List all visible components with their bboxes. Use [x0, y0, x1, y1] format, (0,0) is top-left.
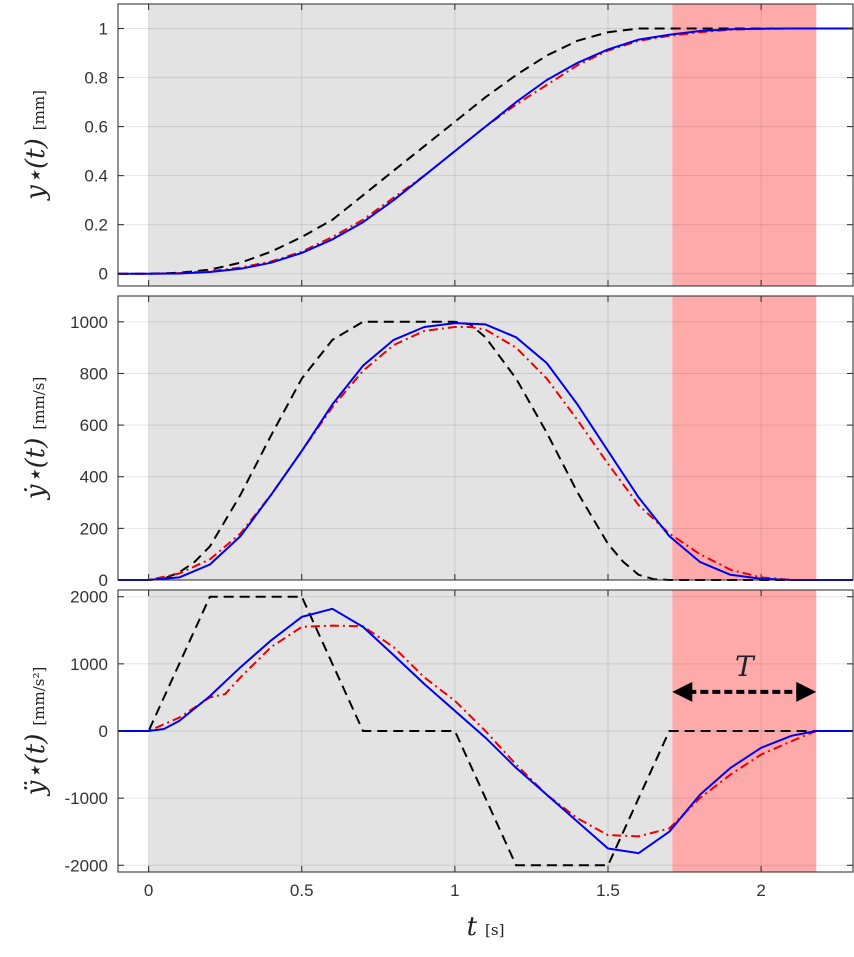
series-line-1-black-dashed — [118, 320, 853, 581]
series-line-0-blue-solid — [118, 27, 853, 275]
x-axis-label: t [s] — [467, 912, 505, 942]
frame-layer — [117, 3, 854, 873]
y-tick-label-2-0: 2000 — [70, 588, 108, 607]
x-tick-label-1: 0.5 — [290, 881, 314, 900]
y-tick-label-2-2: 0 — [99, 722, 108, 741]
shaded-region-1-1 — [672, 296, 817, 580]
y-axis-label-1: ẏ⋆(t) [mm/s] — [21, 377, 51, 501]
x-tick-label-2: 1 — [450, 881, 459, 900]
shaded-region-2-1 — [672, 590, 817, 872]
x-axis-unit: [s] — [485, 921, 504, 939]
y-tick-label-1-0: 0 — [99, 571, 108, 590]
annotation-arrowhead-right — [796, 681, 817, 702]
y-axis-label-text-0: y⋆(t) — [21, 138, 51, 201]
y-tick-label-2-4: -2000 — [65, 856, 108, 875]
y-tick-label-1-2: 400 — [80, 468, 108, 487]
x-tick-label-3: 1.5 — [596, 881, 620, 900]
series-line-1-blue-solid — [118, 322, 853, 581]
y-tick-label-0-3: 0.6 — [84, 118, 108, 137]
y-tick-label-2-1: 1000 — [70, 655, 108, 674]
y-axis-unit-1: [mm/s] — [30, 377, 48, 430]
series-line-2-red-dashdot — [118, 624, 853, 838]
y-axis-unit-0: [mm] — [30, 90, 48, 130]
y-tick-label-0-0: 0 — [99, 265, 108, 284]
y-tick-label-0-5: 1 — [99, 20, 108, 39]
series-line-2-blue-solid — [118, 607, 853, 855]
y-axis-label-2: ÿ⋆(t) [mm/s²] — [21, 667, 51, 797]
annotation-label: T — [735, 650, 756, 683]
x-tick-label-4: 2 — [756, 881, 765, 900]
y-tick-label-1-4: 800 — [80, 364, 108, 383]
background-layer — [118, 4, 853, 872]
shaded-region-1-0 — [148, 296, 673, 580]
axes-frame-0 — [117, 3, 854, 287]
grid-layer — [118, 4, 853, 872]
y-tick-label-1-1: 200 — [80, 519, 108, 538]
y-axis-unit-2: [mm/s²] — [30, 667, 48, 726]
series-layer — [118, 27, 853, 867]
x-axis-label-text: t — [467, 912, 478, 942]
axes-frame-1 — [117, 295, 854, 581]
series-line-0-black-dashed — [118, 27, 853, 275]
series-line-2-black-dashed — [118, 595, 853, 867]
text-layer: 00.20.40.60.81y⋆(t)[mm]02004006008001000… — [21, 20, 817, 942]
y-axis-label-text-1: ẏ⋆(t) — [21, 438, 51, 501]
y-tick-label-1-5: 1000 — [70, 313, 108, 332]
y-tick-label-0-1: 0.2 — [84, 216, 108, 235]
y-axis-label-text-2: ÿ⋆(t) — [21, 734, 51, 797]
shaded-region-0-0 — [148, 4, 673, 286]
annotation-arrowhead-left — [672, 681, 693, 702]
series-line-1-red-dashdot — [118, 326, 853, 581]
y-tick-label-0-2: 0.4 — [84, 167, 108, 186]
shaded-region-0-1 — [672, 4, 817, 286]
y-axis-label-0: y⋆(t) [mm] — [21, 90, 51, 201]
y-tick-label-0-4: 0.8 — [84, 69, 108, 88]
y-tick-label-1-3: 600 — [80, 416, 108, 435]
y-tick-label-2-3: -1000 — [65, 789, 108, 808]
x-tick-label-0: 0 — [144, 881, 153, 900]
